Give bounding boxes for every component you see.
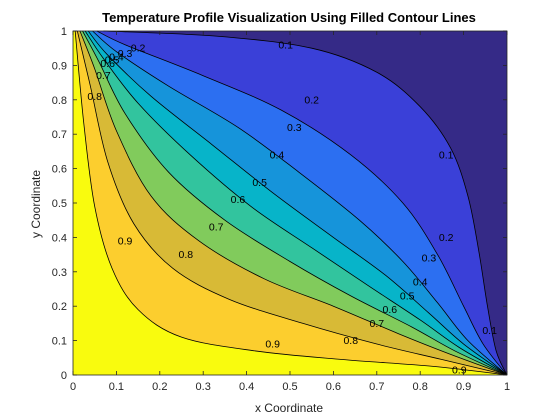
contour-label: 0.2: [131, 43, 146, 55]
x-tick-label: 1: [504, 381, 510, 393]
contour-line-0.4: [87, 30, 508, 376]
contour-line-0.9: [74, 30, 508, 376]
y-tick-label: 0: [61, 370, 67, 382]
chart-title: Temperature Profile Visualization Using …: [102, 10, 476, 25]
contour-label: 0.5: [400, 290, 415, 302]
y-tick-label: 0.9: [52, 60, 67, 72]
contour-label: 0.2: [439, 232, 454, 244]
contour-label: 0.9: [118, 235, 133, 247]
contour-label: 0.5: [252, 177, 267, 189]
y-tick-label: 0.8: [52, 95, 67, 107]
contour-label: 0.4: [109, 51, 124, 63]
contour-label: 0.1: [278, 39, 293, 51]
contour-label: 0.9: [265, 339, 280, 351]
y-tick-label: 0.6: [52, 164, 67, 176]
contour-label: 0.5: [105, 55, 120, 67]
contour-label: 0.7: [96, 70, 111, 82]
contour-label: 0.6: [100, 58, 115, 70]
contour-label: 0.7: [209, 222, 224, 234]
y-axis-label: y Coordinate: [29, 170, 43, 238]
x-tick-label: 0.7: [369, 381, 384, 393]
y-tick-label: 0.4: [52, 232, 67, 244]
contour-line-0.8: [76, 30, 508, 376]
contour-line-0.2: [96, 30, 508, 376]
x-tick-label: 0.8: [413, 381, 428, 393]
contour-label: 0.1: [482, 325, 497, 337]
y-tick-label: 1: [61, 26, 67, 38]
contour-band-10: [73, 31, 507, 375]
contour-label: 0.3: [118, 48, 133, 60]
contour-line-0.5: [84, 30, 508, 376]
contour-line-0.6: [82, 30, 508, 376]
contour-label: 0.6: [383, 304, 398, 316]
axes: 0 0.1 0.2 0.3 0.4 0.5 0.6 0.7 0.8 0.9 100.10.20.30…: [52, 26, 510, 393]
contour-line-0.3: [92, 30, 508, 376]
contour-label: 0.8: [179, 249, 194, 261]
plot-area: 0.10.20.30.40.50.60.70.80.90.10.20.30.40…: [52, 26, 510, 393]
contour-line-0.7: [79, 30, 508, 376]
contour-label: 0.3: [287, 122, 302, 134]
contour-label: 0.2: [304, 94, 319, 106]
contour-label-layer: 0.10.20.30.40.50.60.70.80.90.10.20.30.40…: [87, 39, 497, 376]
contour-band-9: [73, 31, 507, 375]
x-tick-label: 0.3: [196, 381, 211, 393]
x-tick-label: 0.4: [239, 381, 254, 393]
contour-label: 0.3: [422, 253, 437, 265]
contour-label: 0.8: [87, 91, 102, 103]
contour-label: 0.6: [231, 194, 246, 206]
contour-label: 0.4: [270, 149, 285, 161]
x-axis-label: x Coordinate: [255, 401, 323, 415]
contour-label: 0.8: [343, 335, 358, 347]
x-tick-label: 0.9: [456, 381, 471, 393]
x-tick-label: 0.5: [282, 381, 297, 393]
x-tick-label: 0: [70, 381, 76, 393]
y-tick-label: 0.5: [52, 198, 67, 210]
contour-line-layer: [74, 30, 508, 376]
contour-label: 0.1: [439, 149, 454, 161]
y-tick-label: 0.2: [52, 301, 67, 313]
y-tick-label: 0.7: [52, 129, 67, 141]
contour-label: 0.7: [369, 318, 384, 330]
y-tick-label: 0.1: [52, 336, 67, 348]
x-tick-label: 0.2: [152, 381, 167, 393]
contour-line-0.1: [103, 30, 508, 376]
contour-label: 0.4: [413, 277, 428, 289]
filled-contour-layer: [73, 31, 507, 375]
x-tick-label: 0.1: [109, 381, 124, 393]
contour-label: 0.9: [452, 364, 467, 376]
x-tick-label: 0.6: [326, 381, 341, 393]
y-tick-label: 0.3: [52, 267, 67, 279]
